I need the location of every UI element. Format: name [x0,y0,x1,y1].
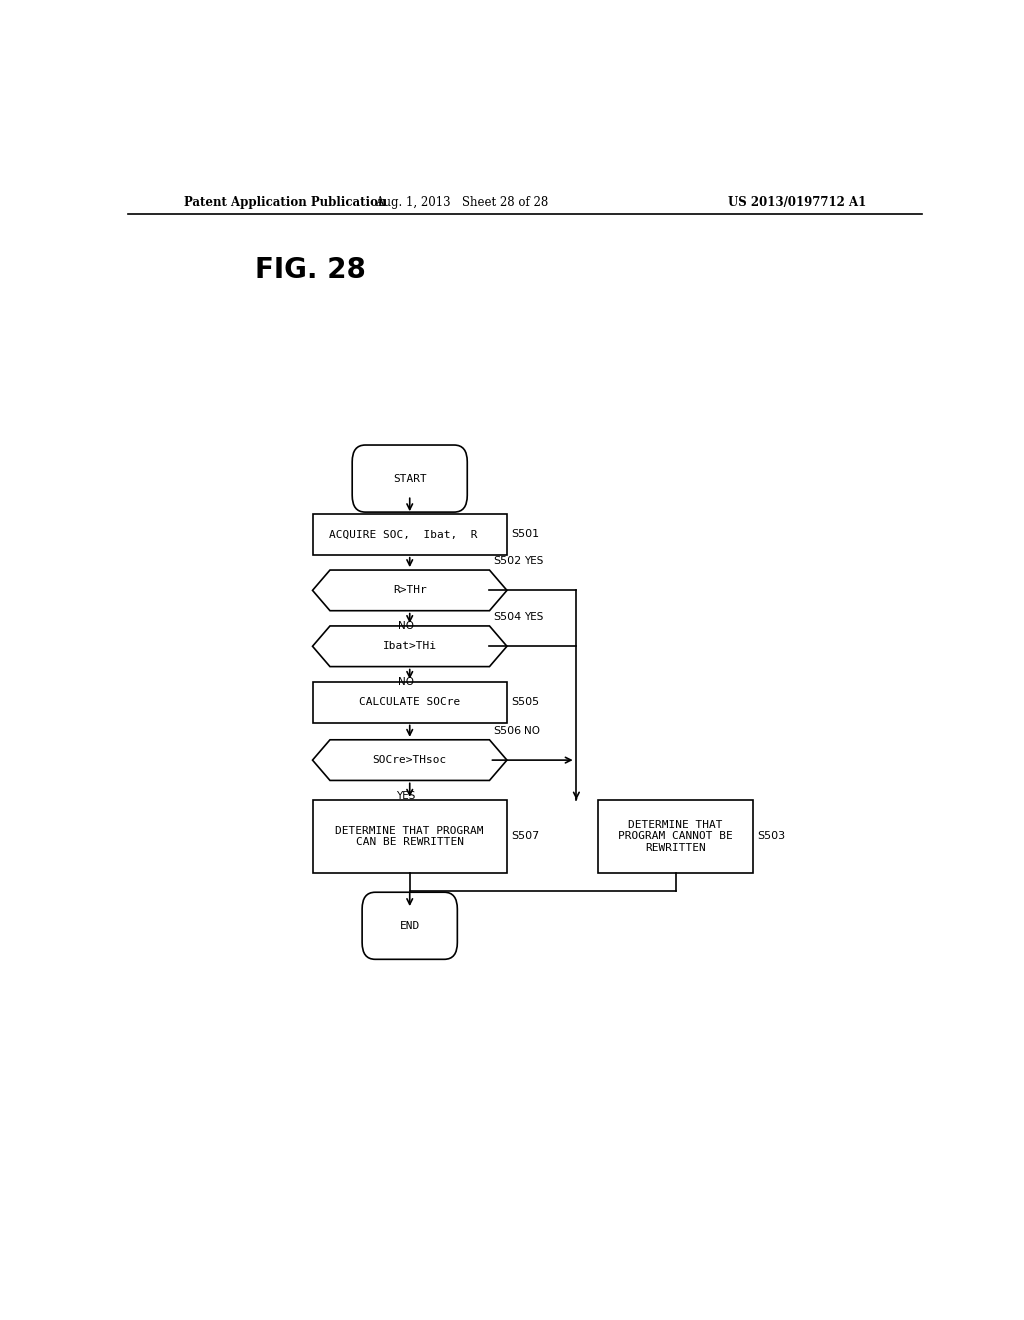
FancyBboxPatch shape [352,445,467,512]
Text: S506: S506 [494,726,521,735]
Text: S504: S504 [494,612,521,622]
Text: ACQUIRE SOC,  Ibat,  R: ACQUIRE SOC, Ibat, R [329,529,477,540]
Text: SOCre>THsoc: SOCre>THsoc [373,755,446,766]
Text: START: START [393,474,427,483]
Text: US 2013/0197712 A1: US 2013/0197712 A1 [728,195,866,209]
Text: S505: S505 [511,697,539,708]
Text: Aug. 1, 2013   Sheet 28 of 28: Aug. 1, 2013 Sheet 28 of 28 [375,195,548,209]
Bar [312,513,507,554]
Text: DETERMINE THAT
PROGRAM CANNOT BE
REWRITTEN: DETERMINE THAT PROGRAM CANNOT BE REWRITT… [618,820,733,853]
Bar [312,682,507,722]
Polygon shape [312,739,507,780]
Text: S503: S503 [757,832,785,841]
Text: YES: YES [523,612,543,622]
Text: DETERMINE THAT PROGRAM
CAN BE REWRITTEN: DETERMINE THAT PROGRAM CAN BE REWRITTEN [336,825,484,847]
Bar [598,800,753,873]
Text: S502: S502 [494,556,521,566]
Text: Ibat>THi: Ibat>THi [383,642,436,651]
Text: END: END [399,921,420,931]
Text: S501: S501 [511,529,539,540]
Text: CALCULATE SOCre: CALCULATE SOCre [359,697,461,708]
Text: NO: NO [397,620,414,631]
FancyBboxPatch shape [362,892,458,960]
Text: R>THr: R>THr [393,585,427,595]
Text: NO: NO [523,726,540,735]
Bar [312,800,507,873]
Text: Patent Application Publication: Patent Application Publication [183,195,386,209]
Text: FIG. 28: FIG. 28 [255,256,366,284]
Text: S507: S507 [511,832,540,841]
Text: YES: YES [396,791,416,801]
Polygon shape [312,570,507,611]
Text: NO: NO [397,677,414,686]
Polygon shape [312,626,507,667]
Text: YES: YES [523,556,543,566]
